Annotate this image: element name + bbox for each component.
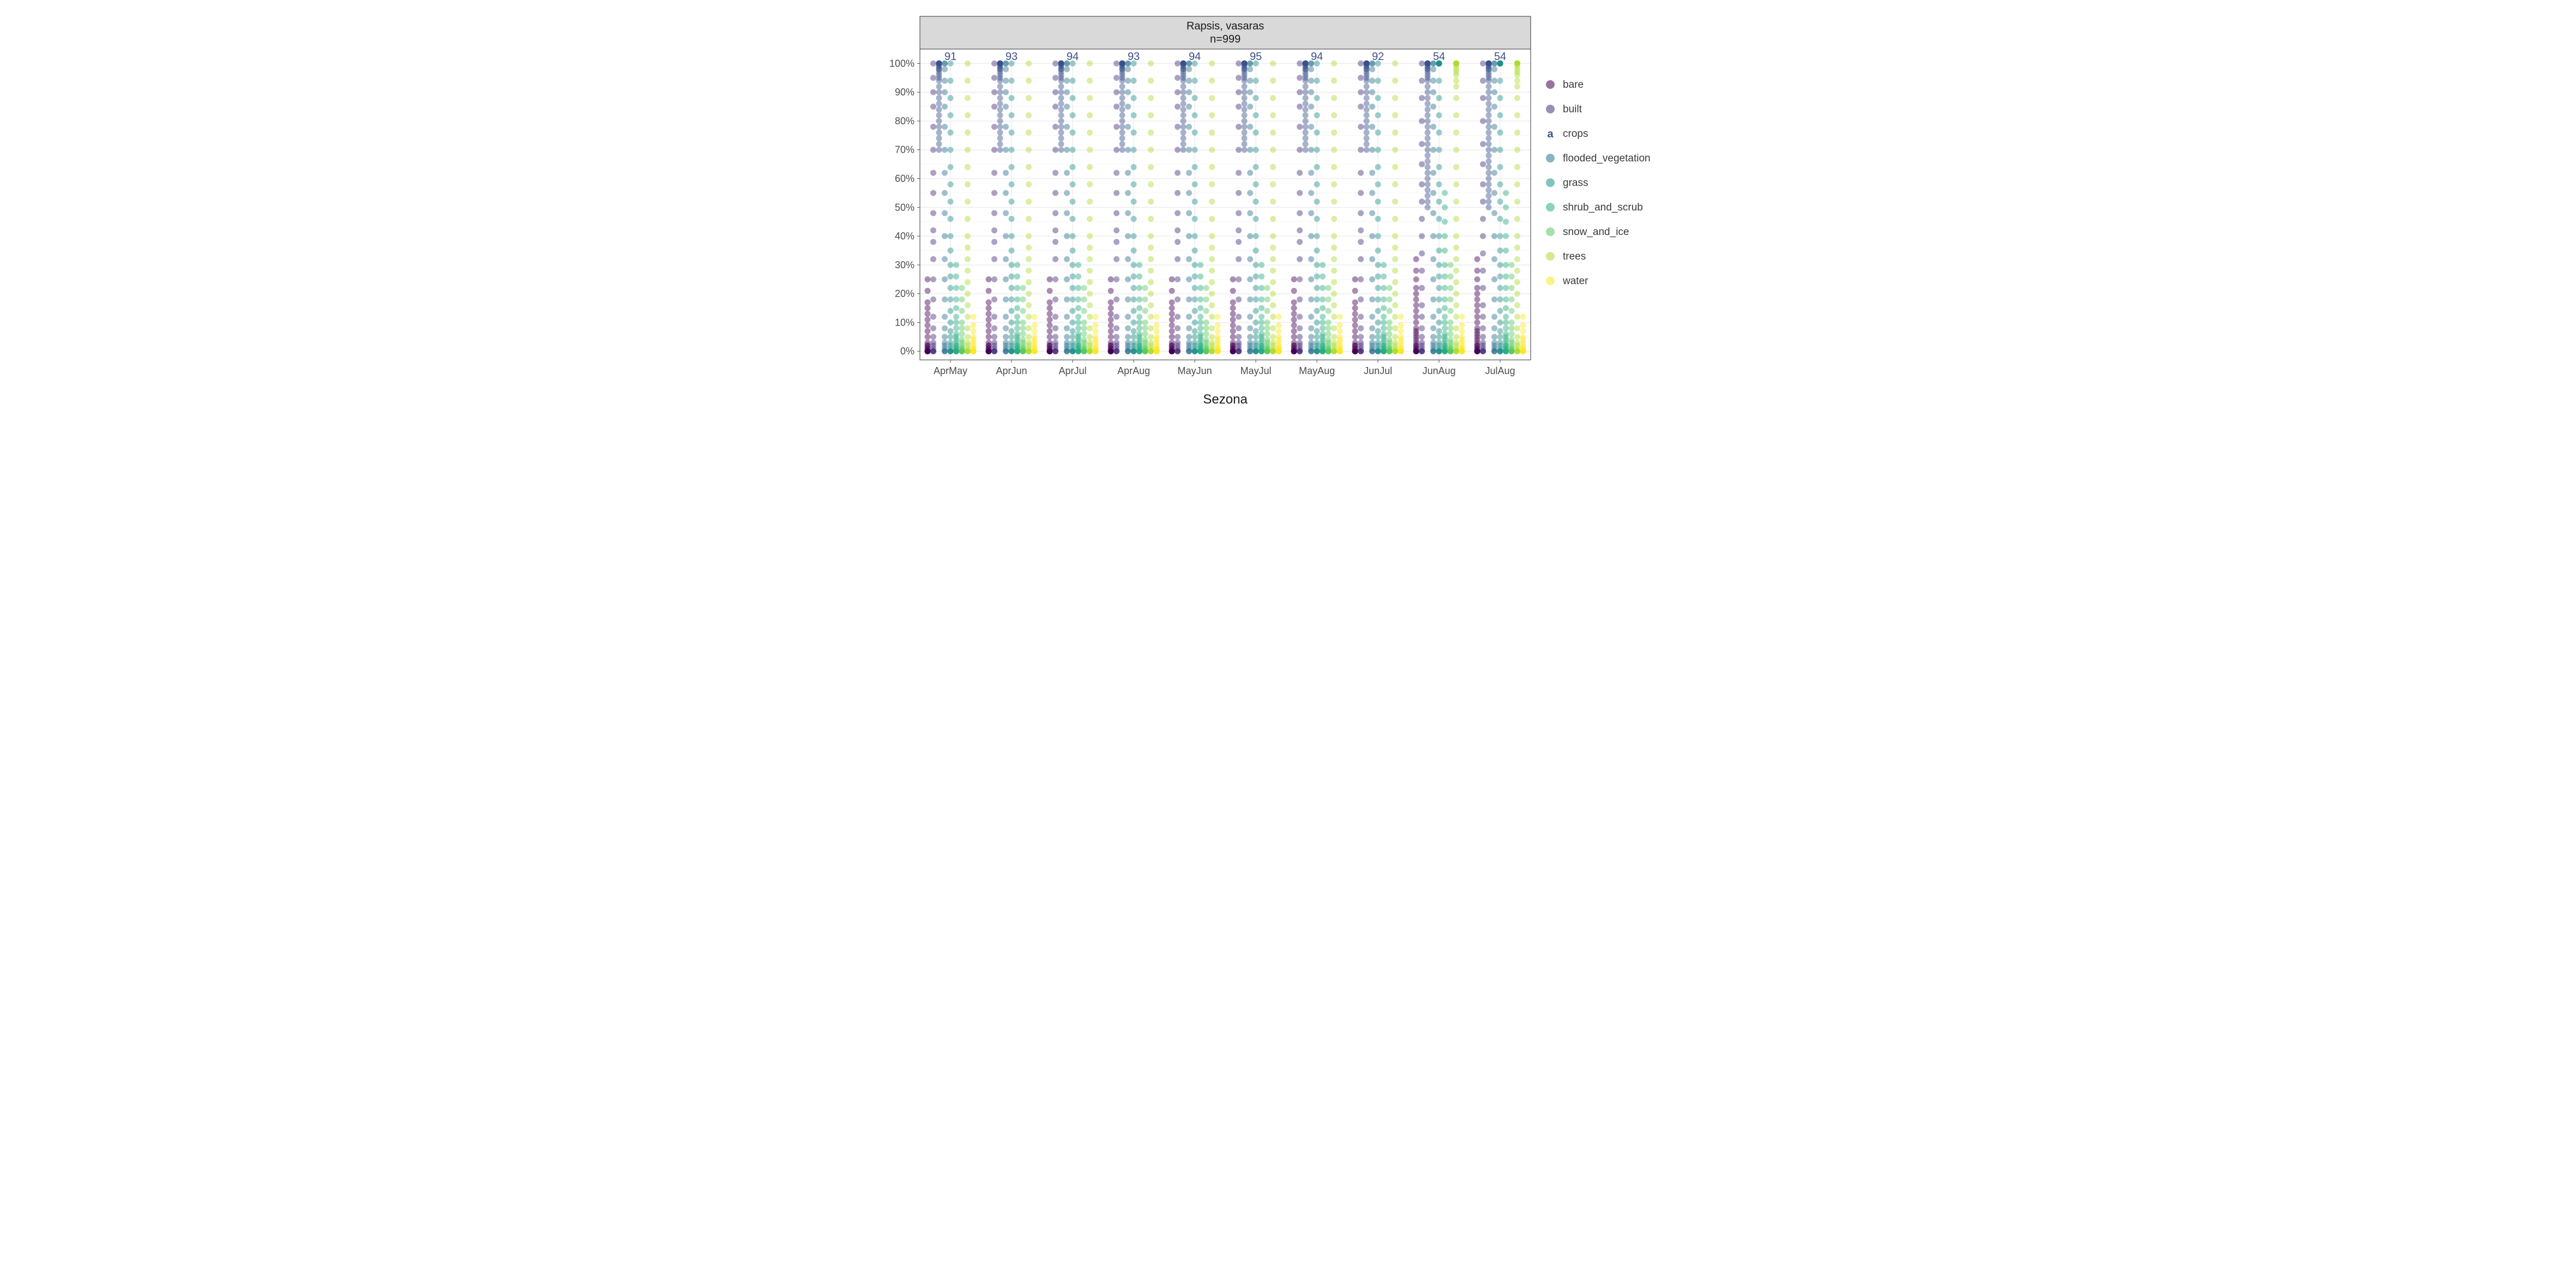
x-axis-title: Sezona xyxy=(1203,392,1248,407)
legend-key-point xyxy=(1546,227,1555,236)
y-tick-label: 10% xyxy=(895,317,914,328)
top-annotation: 93 xyxy=(1128,51,1140,63)
y-tick-label: 40% xyxy=(895,231,914,242)
y-tick-label: 80% xyxy=(895,116,914,127)
legend-key-point xyxy=(1546,276,1555,285)
x-tick-label: AprAug xyxy=(1117,365,1150,376)
x-tick-label: MayJun xyxy=(1177,365,1212,376)
legend-label: bare xyxy=(1563,79,1584,91)
top-annotation: 91 xyxy=(944,51,956,63)
legend-key-point xyxy=(1546,80,1555,89)
top-annotation: 54 xyxy=(1494,51,1506,63)
chart-container: Rapsis, vasarasn=999 91 93 94 93 94 95 94 92 54 54… xyxy=(876,0,1700,412)
legend-key-point xyxy=(1546,252,1555,261)
legend-label: crops xyxy=(1563,128,1588,140)
y-tick-label: 100% xyxy=(889,58,914,69)
legend-label: flooded_vegetation xyxy=(1563,153,1651,164)
strip-title-line1: Rapsis, vasaras xyxy=(1187,20,1264,32)
legend-item: built xyxy=(1546,104,1582,115)
legend-key-point xyxy=(1546,178,1555,187)
y-tick-label: 90% xyxy=(895,87,914,98)
top-annotation: 54 xyxy=(1433,51,1445,63)
strip-title-line2: n=999 xyxy=(1210,33,1241,45)
x-tick-label: JunJul xyxy=(1364,365,1392,376)
x-tick-label: AprJun xyxy=(996,365,1027,376)
legend-item: grass xyxy=(1546,177,1588,189)
legend-item: bare xyxy=(1546,79,1584,91)
legend-label: built xyxy=(1563,104,1582,115)
y-tick-label: 0% xyxy=(900,346,914,357)
y-tick-label: 30% xyxy=(895,260,914,270)
x-tick-label: MayJul xyxy=(1240,365,1271,376)
y-tick-label: 60% xyxy=(895,173,914,184)
legend-key-glyph: a xyxy=(1547,128,1554,140)
x-tick-label: JulAug xyxy=(1485,365,1515,376)
legend-key-point xyxy=(1546,154,1555,162)
legend-label: snow_and_ice xyxy=(1563,226,1629,238)
top-annotation: 94 xyxy=(1067,51,1079,63)
chart-svg: Rapsis, vasarasn=999 91 93 94 93 94 95 94 92 54 54… xyxy=(876,0,1700,412)
legend-item: snow_and_ice xyxy=(1546,226,1629,238)
top-annotation: 95 xyxy=(1250,51,1262,63)
top-annotation: 93 xyxy=(1006,51,1018,63)
legend-item: trees xyxy=(1546,251,1586,262)
y-tick-label: 70% xyxy=(895,145,914,155)
top-annotation: 94 xyxy=(1189,51,1201,63)
legend-label: shrub_and_scrub xyxy=(1563,202,1643,213)
x-tick-label: MayAug xyxy=(1299,365,1335,376)
x-tick-label: JunAug xyxy=(1422,365,1455,376)
legend-key-point xyxy=(1546,203,1555,212)
y-tick-label: 50% xyxy=(895,202,914,213)
legend: bare built acrops flooded_vegetationgrass sh… xyxy=(1546,79,1651,287)
legend-item: water xyxy=(1546,275,1588,287)
legend-item: acrops xyxy=(1547,128,1588,140)
x-tick-label: AprJul xyxy=(1058,365,1086,376)
legend-key-point xyxy=(1546,105,1555,113)
top-annotation: 94 xyxy=(1311,51,1323,63)
legend-label: trees xyxy=(1563,251,1586,262)
legend-label: grass xyxy=(1563,177,1588,189)
top-annotation: 92 xyxy=(1372,51,1384,63)
x-tick-label: AprMay xyxy=(934,365,967,376)
legend-label: water xyxy=(1562,275,1588,287)
legend-item: shrub_and_scrub xyxy=(1546,202,1643,213)
y-tick-label: 20% xyxy=(895,288,914,299)
legend-item: flooded_vegetation xyxy=(1546,153,1651,164)
